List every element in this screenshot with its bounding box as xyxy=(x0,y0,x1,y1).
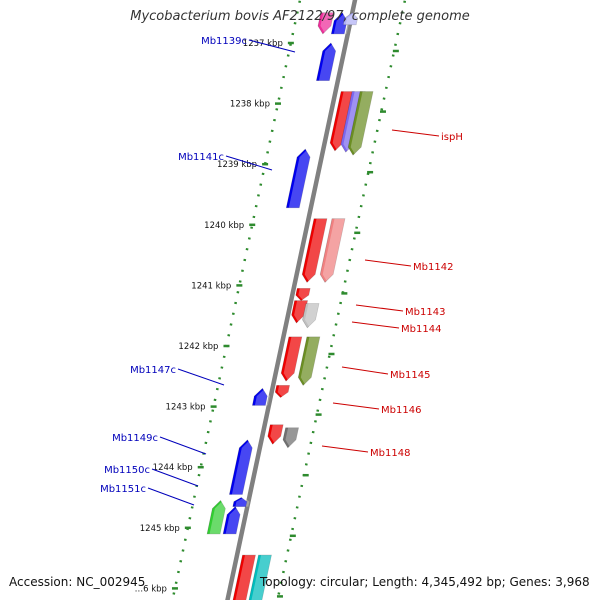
gene-arrow-highlight xyxy=(350,91,376,156)
gene-label-mb1148[interactable]: Mb1148 xyxy=(370,448,410,459)
gene-arrow-highlight xyxy=(298,288,313,301)
accession-text: Accession: NC_002945 xyxy=(9,575,146,589)
gene-arrow-highlight xyxy=(270,424,286,445)
gene-arrow-isph[interactable] xyxy=(329,91,355,152)
scale-tick-label: 1243 kbp xyxy=(166,403,206,413)
gene-arrow-highlight xyxy=(318,43,339,81)
gene-arrow-mb1148[interactable] xyxy=(267,424,284,445)
gene-arrow-highlight xyxy=(283,336,305,382)
gene-arrow-highlight xyxy=(209,500,228,534)
gene-arrow-olive2[interactable] xyxy=(297,336,321,386)
gene-arrow-mb1147c[interactable] xyxy=(252,387,268,406)
gene-arrow-bottom-cyan[interactable] xyxy=(248,554,272,600)
gene-label-leader xyxy=(355,304,404,312)
gene-label-mb1143[interactable]: Mb1143 xyxy=(405,307,445,318)
gene-label-mb1142[interactable]: Mb1142 xyxy=(413,262,453,273)
gene-arrow-mb1143[interactable] xyxy=(295,288,311,301)
scale-tick-label: 1242 kbp xyxy=(178,342,218,352)
gene-arrow-mb1142[interactable] xyxy=(301,218,328,283)
gene-label-isph[interactable]: ispH xyxy=(441,132,463,143)
gene-arrow-highlight xyxy=(320,12,337,34)
gene-arrow-mb1144[interactable] xyxy=(291,300,308,324)
gene-label-leader xyxy=(225,155,273,171)
gene-arrow-highlight xyxy=(235,497,250,507)
gene-arrow-bottom-red[interactable] xyxy=(232,554,256,600)
gene-arrow-highlight xyxy=(285,427,302,448)
gene-label-mb1151c[interactable]: Mb1151c xyxy=(100,484,146,495)
gene-label-leader xyxy=(364,259,412,267)
gene-label-leader xyxy=(248,39,296,53)
scale-tick-label: 1244 kbp xyxy=(153,463,193,473)
gene-label-leader xyxy=(351,321,400,329)
gene-arrow-mb1145[interactable] xyxy=(280,336,303,382)
reverse-guide-line xyxy=(171,0,302,600)
scale-tick-label: 1238 kbp xyxy=(230,100,270,110)
forward-guide-line xyxy=(276,0,407,600)
gene-arrow-highlight xyxy=(345,12,361,25)
gene-label-leader xyxy=(341,366,389,375)
gene-label-mb1141c[interactable]: Mb1141c xyxy=(178,152,224,163)
gene-arrow-mb1139c[interactable] xyxy=(316,42,337,81)
gene-label-mb1149c[interactable]: Mb1149c xyxy=(112,433,158,444)
backbone xyxy=(171,0,407,600)
backbone-line xyxy=(225,0,358,600)
figure-title: Mycobacterium bovis AF2122/97, complete … xyxy=(130,9,470,24)
gene-labels: Mb1139c ispH Mb1141c Mb1142 Mb1143 Mb1144 Mb11… xyxy=(100,36,463,506)
gene-label-leader xyxy=(159,436,207,455)
gene-label-mb1144[interactable]: Mb1144 xyxy=(401,324,441,335)
gene-arrow-highlight xyxy=(305,303,322,328)
gene-arrow-top-pink[interactable] xyxy=(317,12,335,35)
gene-arrow-highlight xyxy=(235,555,258,600)
gene-features xyxy=(206,12,376,600)
scale-tick-label: 1245 kbp xyxy=(140,524,180,534)
gene-label-mb1150c[interactable]: Mb1150c xyxy=(104,465,150,476)
gene-label-leader xyxy=(332,402,380,410)
genome-summary-text: Topology: circular; Length: 4,345,492 bp… xyxy=(260,575,590,589)
scale-tick-label: 1239 kbp xyxy=(217,160,257,170)
scale-tick-label: 1241 kbp xyxy=(191,281,231,291)
gene-arrow-mb1141c[interactable] xyxy=(285,148,311,209)
gene-label-leader xyxy=(391,129,440,137)
gene-arrow-grey2[interactable] xyxy=(282,427,299,449)
gene-label-mb1147c[interactable]: Mb1147c xyxy=(130,365,176,376)
scale-tick-label: 1240 kbp xyxy=(204,221,244,231)
gene-arrow-mb1151c[interactable] xyxy=(222,506,241,535)
gene-arrow-pink2[interactable] xyxy=(319,218,346,283)
gene-label-leader xyxy=(151,468,199,487)
gene-label-mb1145[interactable]: Mb1145 xyxy=(390,370,430,381)
gene-arrow-olive1[interactable] xyxy=(347,91,374,156)
gene-arrow-mb1149c[interactable] xyxy=(229,439,253,495)
scale-tick-label: …6 kbp xyxy=(135,584,167,594)
gene-arrow-highlight xyxy=(288,149,313,208)
gene-arrow-grey1[interactable] xyxy=(302,303,320,329)
gene-arrow-highlight xyxy=(251,555,274,600)
gene-arrow-highlight xyxy=(322,218,348,283)
gene-arrow-mb1146[interactable] xyxy=(274,385,290,398)
gene-arrow-highlight xyxy=(304,218,330,283)
gene-label-leader xyxy=(147,487,195,506)
gene-label-mb1139c[interactable]: Mb1139c xyxy=(201,36,247,47)
gene-arrow-highlight xyxy=(231,439,255,495)
gene-arrow-highlight xyxy=(277,385,293,398)
gene-arrow-mb1150c[interactable] xyxy=(232,497,248,507)
gene-arrow-green[interactable] xyxy=(206,500,226,535)
gene-arrow-top-lav[interactable] xyxy=(342,12,358,26)
gene-arrow-highlight xyxy=(225,506,243,534)
gene-arrow-highlight xyxy=(300,336,323,386)
gene-arrow-highlight xyxy=(254,388,270,406)
gene-label-leader xyxy=(321,445,369,453)
gene-label-mb1146[interactable]: Mb1146 xyxy=(381,405,421,416)
gene-label-leader xyxy=(177,368,225,386)
